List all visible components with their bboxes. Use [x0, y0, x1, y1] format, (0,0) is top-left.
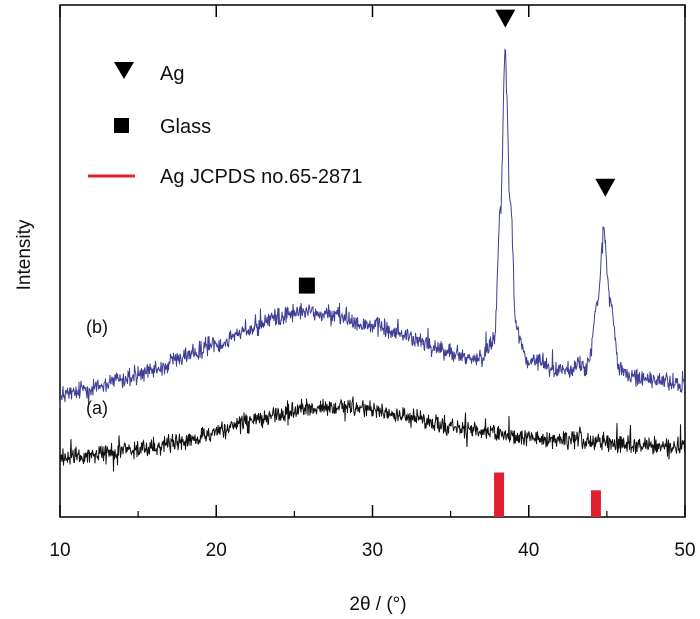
series-line-b [59, 48, 686, 408]
ag-peak-triangle-1 [595, 178, 616, 197]
x-tick-label: 40 [518, 540, 539, 561]
legend-label-glass: Glass [160, 116, 211, 138]
reference-bars [494, 472, 601, 517]
y-axis-title: Intensity [14, 219, 35, 290]
series-label-b: (b) [86, 317, 108, 337]
peak-markers [298, 9, 616, 294]
ag-peak-triangle-0 [495, 9, 516, 28]
legend-glass-square-icon [114, 118, 129, 133]
series-label-a: (a) [86, 398, 108, 418]
glass-square-marker [298, 277, 315, 294]
x-tick-label: 20 [206, 540, 227, 561]
legend-label-jcpds: Ag JCPDS no.65-2871 [160, 166, 362, 188]
legend-label-ag: Ag [160, 63, 184, 85]
x-axis-ticks: 10 20 30 40 50 [49, 5, 696, 561]
x-axis-title: 2θ / (°) [349, 594, 406, 615]
series-line-a [59, 396, 686, 472]
legend-ag-triangle-icon [114, 62, 134, 79]
jcpds-reference-bar-1 [590, 490, 601, 517]
legend: Ag Glass Ag JCPDS no.65-2871 [88, 62, 362, 188]
x-tick-label: 10 [49, 540, 70, 561]
x-tick-label: 50 [674, 540, 695, 561]
series-layer [59, 48, 686, 472]
x-tick-label: 30 [362, 540, 383, 561]
jcpds-reference-bar-0 [494, 472, 505, 517]
